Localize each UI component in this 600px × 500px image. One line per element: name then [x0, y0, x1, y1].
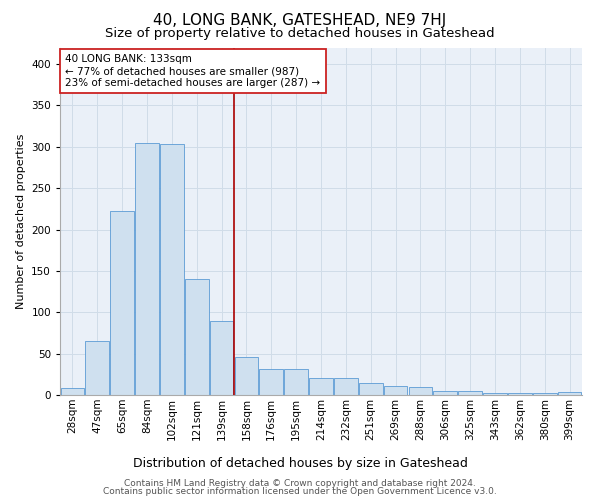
Bar	[160, 144, 184, 395]
Bar	[61, 388, 84, 395]
Bar	[433, 391, 457, 395]
Bar	[110, 212, 134, 395]
Y-axis label: Number of detached properties: Number of detached properties	[16, 134, 26, 309]
Bar	[483, 392, 507, 395]
Bar	[384, 386, 407, 395]
Bar	[309, 378, 333, 395]
Bar	[135, 142, 159, 395]
Text: Contains HM Land Registry data © Crown copyright and database right 2024.: Contains HM Land Registry data © Crown c…	[124, 478, 476, 488]
Text: 40, LONG BANK, GATESHEAD, NE9 7HJ: 40, LONG BANK, GATESHEAD, NE9 7HJ	[154, 12, 446, 28]
Bar	[458, 391, 482, 395]
Bar	[508, 392, 532, 395]
Bar	[235, 357, 258, 395]
Bar	[533, 392, 557, 395]
Text: Distribution of detached houses by size in Gateshead: Distribution of detached houses by size …	[133, 458, 467, 470]
Bar	[210, 320, 233, 395]
Bar	[558, 392, 581, 395]
Text: Size of property relative to detached houses in Gateshead: Size of property relative to detached ho…	[105, 28, 495, 40]
Bar	[185, 279, 209, 395]
Text: 40 LONG BANK: 133sqm
← 77% of detached houses are smaller (987)
23% of semi-deta: 40 LONG BANK: 133sqm ← 77% of detached h…	[65, 54, 320, 88]
Bar	[334, 378, 358, 395]
Bar	[259, 370, 283, 395]
Bar	[359, 382, 383, 395]
Bar	[85, 341, 109, 395]
Bar	[284, 370, 308, 395]
Text: Contains public sector information licensed under the Open Government Licence v3: Contains public sector information licen…	[103, 487, 497, 496]
Bar	[409, 386, 432, 395]
